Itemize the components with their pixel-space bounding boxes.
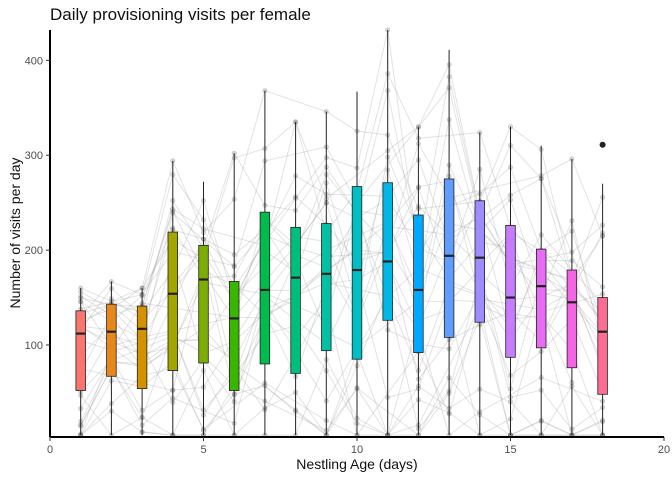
trajectory-line xyxy=(80,361,604,436)
individual-trajectories xyxy=(80,29,604,437)
trajectory-line xyxy=(80,76,604,321)
trajectory-line xyxy=(80,144,604,330)
y-tick-label: 400 xyxy=(25,55,43,67)
boxplot-day-16 xyxy=(536,145,547,436)
box xyxy=(290,226,301,374)
x-tick-label: 10 xyxy=(351,444,363,456)
x-axis-ticks: 0 5 10 15 20 xyxy=(47,437,670,456)
boxplot-day-7 xyxy=(259,90,271,436)
box xyxy=(413,214,424,353)
boxplot-day-15 xyxy=(505,126,516,436)
box xyxy=(566,269,578,369)
box xyxy=(106,303,117,377)
box xyxy=(474,200,486,323)
boxplot-day-17 xyxy=(566,159,578,436)
trajectory-line xyxy=(80,351,603,437)
boxplot-day-18 xyxy=(597,141,608,436)
y-tick-label: 100 xyxy=(25,340,43,352)
trajectory-line xyxy=(80,90,603,323)
box xyxy=(259,211,271,365)
box xyxy=(505,225,516,358)
trajectory-line xyxy=(80,358,603,436)
y-tick-label: 200 xyxy=(25,245,43,257)
x-tick-label: 0 xyxy=(47,444,53,456)
y-axis-ticks: 100 200 300 400 xyxy=(25,55,50,352)
boxplot-day-6 xyxy=(228,153,240,436)
trajectory-line xyxy=(80,142,604,330)
trajectory-line xyxy=(80,86,604,310)
y-tick-label: 300 xyxy=(25,150,43,162)
boxplot-day-13 xyxy=(443,49,455,436)
outlier-point xyxy=(599,141,606,148)
x-tick-label: 20 xyxy=(658,444,670,456)
box xyxy=(536,248,547,349)
boxplot-day-3 xyxy=(136,288,148,436)
box xyxy=(321,223,332,352)
boxplot-day-11 xyxy=(382,30,393,436)
box xyxy=(351,186,363,360)
trajectory-line xyxy=(80,275,603,430)
boxplot-day-5 xyxy=(198,181,209,436)
chart-title: Daily provisioning visits per female xyxy=(50,5,311,24)
boxplot-day-12 xyxy=(413,126,424,436)
x-tick-label: 5 xyxy=(200,444,206,456)
boxplot-day-8 xyxy=(290,122,301,436)
box xyxy=(198,244,209,364)
boxplot-day-1 xyxy=(75,288,86,436)
boxplot-day-2 xyxy=(106,281,117,436)
box xyxy=(136,305,148,390)
boxplot-day-4 xyxy=(167,160,179,436)
box xyxy=(75,310,86,391)
boxplots xyxy=(75,30,608,436)
boxplot-day-10 xyxy=(351,91,363,436)
x-tick-label: 15 xyxy=(504,444,516,456)
boxplot-day-14 xyxy=(474,132,486,436)
y-axis-title: Number of visits per day xyxy=(7,158,23,309)
box xyxy=(382,182,393,321)
x-axis-title: Nestling Age (days) xyxy=(296,456,417,472)
box xyxy=(228,281,240,391)
box xyxy=(167,231,179,371)
boxplot-day-9 xyxy=(321,111,332,436)
box xyxy=(443,178,455,338)
box xyxy=(597,297,608,395)
